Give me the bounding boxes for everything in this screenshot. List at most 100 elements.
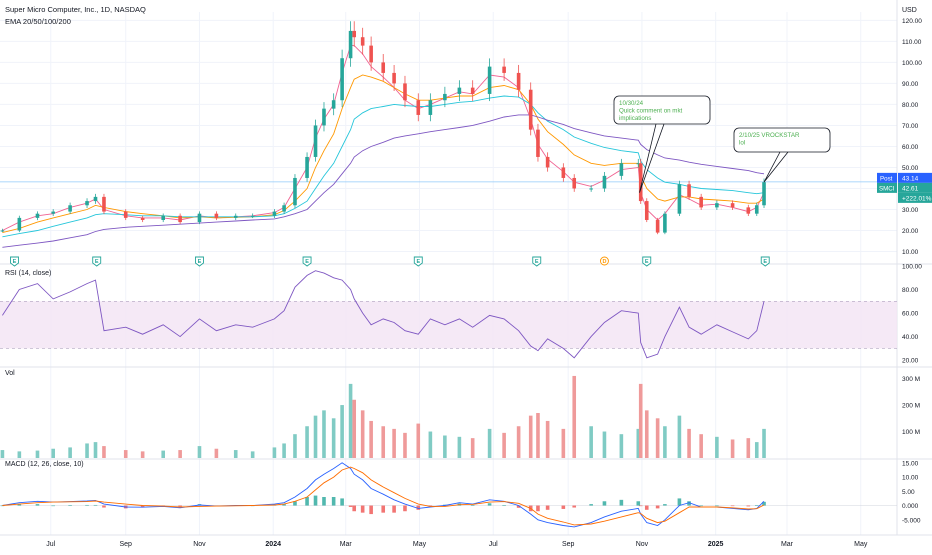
- price-candle[interactable]: [502, 66, 506, 73]
- price-candle[interactable]: [293, 177, 297, 206]
- macd-histogram-bar[interactable]: [655, 505, 660, 509]
- price-candle[interactable]: [470, 87, 475, 94]
- macd-histogram-bar[interactable]: [313, 495, 318, 506]
- price-candle[interactable]: [589, 188, 593, 190]
- price-candle[interactable]: [655, 219, 660, 233]
- macd-histogram-bar[interactable]: [348, 505, 353, 507]
- macd-histogram-bar[interactable]: [644, 505, 649, 510]
- volume-bar[interactable]: [746, 438, 751, 458]
- volume-bar[interactable]: [0, 450, 5, 458]
- volume-bar[interactable]: [178, 450, 182, 458]
- volume-bar[interactable]: [663, 426, 667, 458]
- volume-bar[interactable]: [619, 434, 624, 458]
- price-candle[interactable]: [140, 217, 145, 220]
- volume-bar[interactable]: [443, 435, 447, 459]
- price-candle[interactable]: [197, 213, 202, 223]
- price-candle[interactable]: [762, 182, 766, 206]
- macd-histogram-bar[interactable]: [715, 505, 719, 507]
- volume-bar[interactable]: [602, 431, 607, 458]
- price-candle[interactable]: [161, 215, 166, 220]
- volume-bar[interactable]: [403, 432, 407, 458]
- macd-histogram-bar[interactable]: [416, 505, 421, 510]
- volume-bar[interactable]: [51, 448, 55, 458]
- macd-line[interactable]: [2, 462, 765, 528]
- macd-histogram-bar[interactable]: [762, 501, 766, 506]
- macd-histogram-bar[interactable]: [428, 505, 433, 507]
- macd-histogram-bar[interactable]: [487, 503, 492, 506]
- price-candle[interactable]: [699, 196, 703, 208]
- price-candle[interactable]: [457, 87, 462, 94]
- price-candle[interactable]: [636, 163, 641, 165]
- rsi-panel[interactable]: [0, 270, 897, 359]
- ema-line-ema-200[interactable]: [2, 114, 765, 248]
- macd-histogram-bar[interactable]: [35, 504, 40, 506]
- price-candle[interactable]: [638, 163, 643, 202]
- volume-bar[interactable]: [502, 432, 506, 458]
- volume-bar[interactable]: [123, 450, 128, 458]
- price-candle[interactable]: [428, 100, 433, 115]
- volume-bar[interactable]: [93, 442, 98, 458]
- volume-bar[interactable]: [762, 428, 766, 458]
- price-candle[interactable]: [602, 175, 607, 189]
- earnings-marker[interactable]: E: [413, 256, 423, 267]
- macd-histogram-bar[interactable]: [17, 504, 22, 506]
- price-candle[interactable]: [487, 66, 492, 94]
- price-candle[interactable]: [528, 89, 533, 130]
- macd-histogram-bar[interactable]: [282, 504, 286, 506]
- volume-bar[interactable]: [457, 436, 462, 458]
- volume-bar[interactable]: [340, 405, 344, 458]
- price-candle[interactable]: [340, 58, 344, 101]
- volume-bar[interactable]: [655, 418, 660, 458]
- macd-histogram-bar[interactable]: [636, 501, 641, 506]
- macd-histogram-bar[interactable]: [470, 505, 475, 506]
- earnings-marker[interactable]: E: [642, 256, 652, 267]
- price-candle[interactable]: [250, 215, 255, 217]
- macd-histogram-bar[interactable]: [93, 504, 98, 506]
- volume-bar[interactable]: [17, 451, 22, 458]
- macd-histogram-bar[interactable]: [293, 501, 297, 506]
- volume-bar[interactable]: [416, 423, 421, 458]
- volume-bar[interactable]: [528, 415, 533, 458]
- price-candle[interactable]: [93, 196, 98, 202]
- price-candle[interactable]: [348, 30, 353, 59]
- volume-bar[interactable]: [161, 450, 166, 458]
- macd-histogram-bar[interactable]: [754, 505, 759, 506]
- price-candle[interactable]: [545, 156, 550, 168]
- price-candle[interactable]: [416, 100, 421, 115]
- macd-histogram-bar[interactable]: [699, 505, 703, 507]
- price-candle[interactable]: [443, 93, 447, 101]
- volume-bar[interactable]: [140, 451, 145, 458]
- ema-line-ema-20[interactable]: [2, 45, 765, 231]
- volume-bar[interactable]: [369, 420, 373, 458]
- volume-bar[interactable]: [392, 428, 396, 458]
- volume-bar[interactable]: [730, 439, 735, 458]
- price-candle[interactable]: [102, 196, 106, 212]
- earnings-marker[interactable]: E: [760, 256, 770, 267]
- macd-histogram-bar[interactable]: [68, 505, 72, 506]
- volume-bar[interactable]: [233, 450, 238, 458]
- earnings-marker[interactable]: D: [599, 256, 609, 266]
- price-candle[interactable]: [561, 167, 566, 178]
- volume-bar[interactable]: [85, 443, 89, 458]
- volume-bar[interactable]: [715, 436, 719, 458]
- macd-histogram-bar[interactable]: [85, 504, 89, 506]
- macd-histogram-bar[interactable]: [322, 497, 326, 506]
- volume-bar[interactable]: [536, 413, 540, 458]
- volume-bar[interactable]: [487, 428, 492, 458]
- earnings-marker[interactable]: E: [92, 256, 102, 267]
- macd-histogram-bar[interactable]: [0, 505, 5, 507]
- volume-bar[interactable]: [360, 410, 365, 458]
- macd-histogram-bar[interactable]: [677, 498, 682, 506]
- price-candle[interactable]: [35, 213, 40, 218]
- volume-bar[interactable]: [331, 418, 336, 458]
- price-candle[interactable]: [68, 205, 72, 212]
- volume-bar[interactable]: [322, 410, 326, 458]
- macd-histogram-bar[interactable]: [619, 499, 624, 506]
- price-candle[interactable]: [369, 45, 373, 63]
- macd-histogram-bar[interactable]: [369, 505, 373, 515]
- earnings-marker[interactable]: E: [195, 256, 204, 267]
- macd-histogram-bar[interactable]: [102, 505, 106, 508]
- price-candle[interactable]: [403, 83, 407, 101]
